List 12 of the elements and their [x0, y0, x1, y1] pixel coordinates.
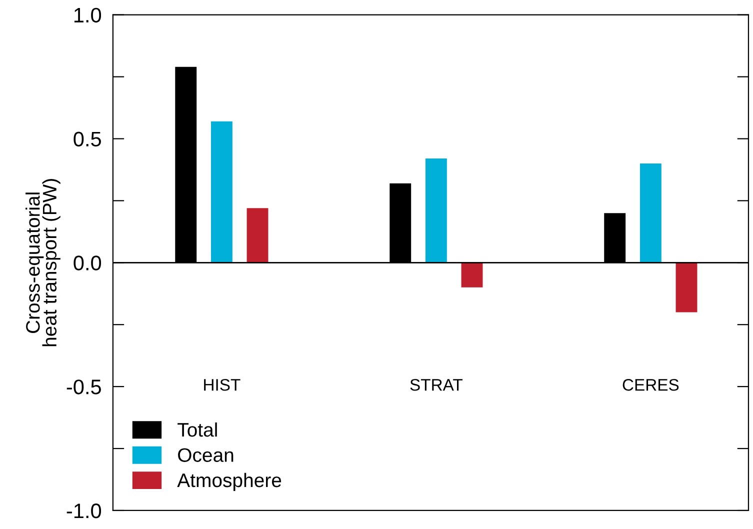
y-axis-title: Cross-equatorial heat transport (PW)	[26, 179, 60, 346]
legend-label: Total	[178, 422, 217, 437]
legend-label: Ocean	[178, 448, 234, 462]
x-tick-label: HIST	[204, 378, 240, 391]
y-tick-label: 0.0	[74, 256, 102, 270]
y-tick-label: 1.0	[74, 8, 102, 23]
y-tick-label: -0.5	[66, 380, 101, 394]
x-tick-label: STRAT	[410, 378, 463, 391]
legend-label: Atmosphere	[177, 472, 282, 492]
x-tick-label: CERES	[622, 378, 679, 391]
y-tick-label: -1.0	[66, 503, 102, 518]
y-tick-label: 0.5	[74, 132, 101, 146]
